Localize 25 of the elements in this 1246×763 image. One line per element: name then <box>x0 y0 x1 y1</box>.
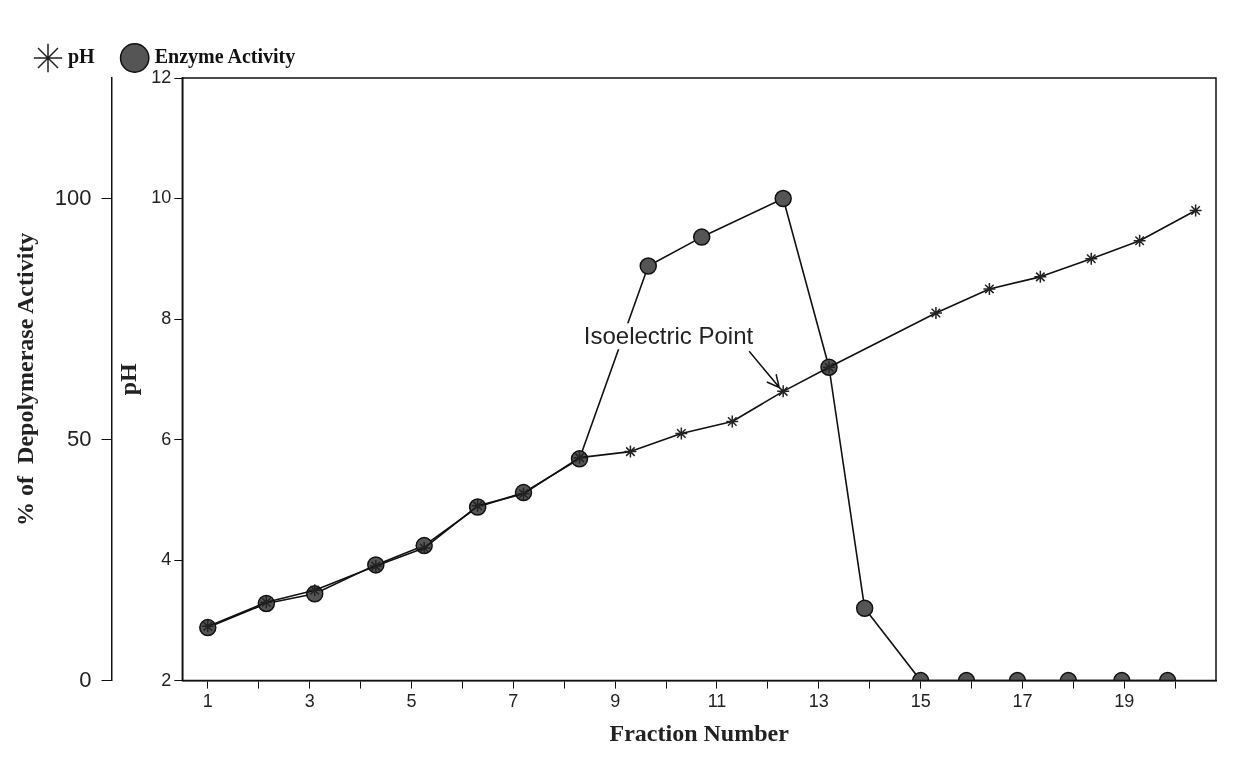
x-tick-label: 19 <box>1114 691 1135 712</box>
y2-axis-title: % of Depolymerase Activity <box>11 232 38 526</box>
x-tick-label: 17 <box>1012 691 1033 712</box>
x-tick-label: 1 <box>202 691 213 712</box>
y-tick-label: 8 <box>161 308 172 329</box>
x-axis-title: Fraction Number <box>609 719 790 746</box>
y-tick-label: 6 <box>161 428 172 449</box>
y2-tick-label: 50 <box>67 425 92 451</box>
legend-label: Enzyme Activity <box>154 45 296 69</box>
y2-tick-label: 100 <box>54 184 92 210</box>
y-tick-label: 12 <box>151 66 172 87</box>
annotation: Isoelectric Point <box>583 321 754 349</box>
x-tick-label: 7 <box>508 691 519 712</box>
x-tick-label: 3 <box>304 691 315 712</box>
x-tick-label: 5 <box>406 691 417 712</box>
y-tick-label: 2 <box>161 669 172 690</box>
y-tick-label: 4 <box>161 549 172 570</box>
y-tick-label: 10 <box>151 187 172 208</box>
x-tick-label: 15 <box>910 691 931 712</box>
legend-label: pH <box>68 45 96 69</box>
x-tick-label: 11 <box>707 691 727 712</box>
y-axis-title: pH <box>115 362 142 396</box>
x-tick-label: 9 <box>610 691 621 712</box>
x-tick-label: 13 <box>808 691 829 712</box>
y2-tick-label: 0 <box>79 666 92 692</box>
